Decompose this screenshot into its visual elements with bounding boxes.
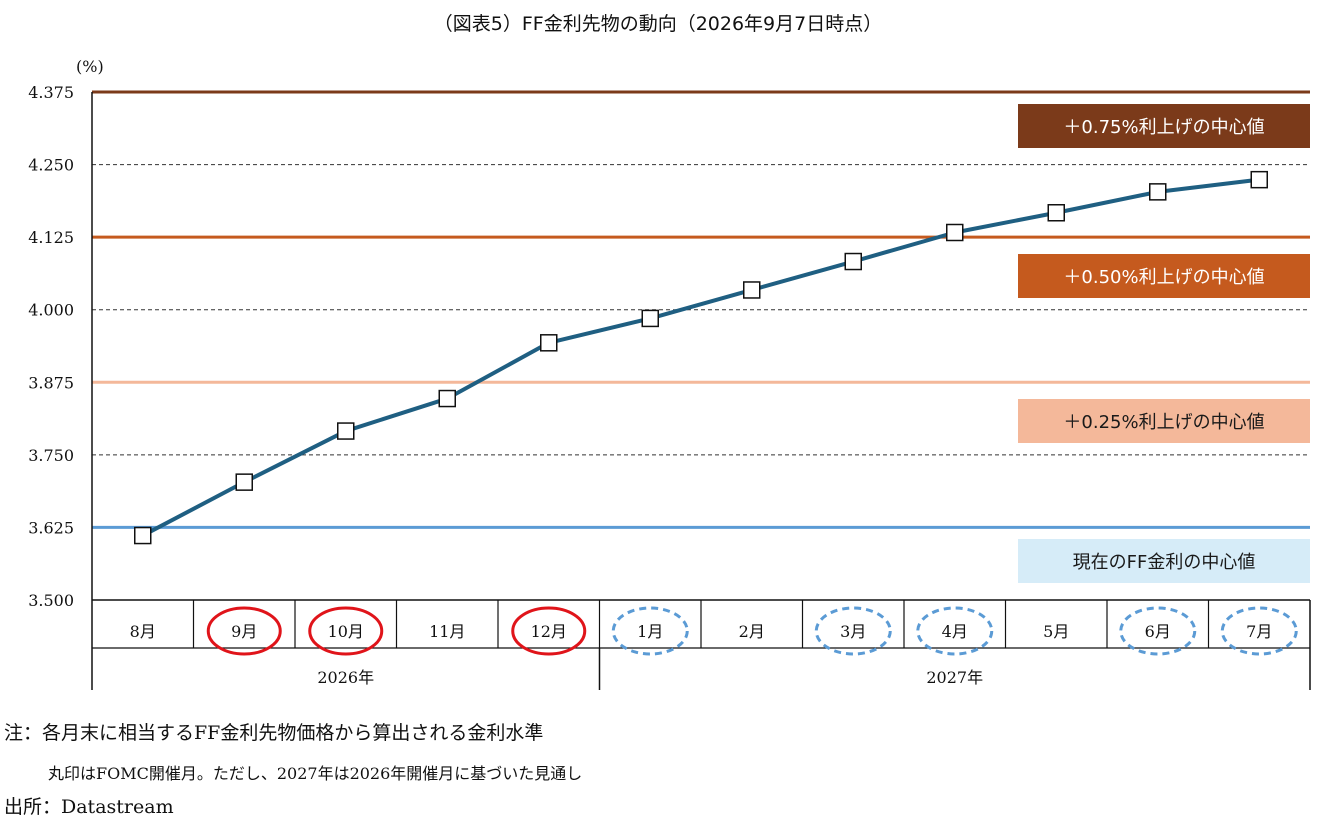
data-point [743, 281, 761, 299]
y-tick-label: 3.750 [28, 446, 74, 465]
reference-label-box [1018, 399, 1310, 443]
y-tick-label: 4.250 [28, 156, 74, 175]
series-line [134, 170, 1268, 545]
data-point [946, 223, 964, 242]
data-point [1047, 204, 1065, 222]
reference-label-box [1018, 539, 1310, 583]
category-label: 7月 [1246, 622, 1272, 641]
category-label: 6月 [1145, 622, 1171, 641]
year-label: 2027年 [926, 668, 983, 687]
reference-labels: ＋0.75%利上げの中心値 ＋0.50%利上げの中心値 ＋0.25%利上げの中心値現… [1018, 104, 1310, 583]
data-point [1250, 170, 1268, 189]
y-tick-label: 4.375 [28, 83, 74, 102]
fomc-circle-dashed [1220, 606, 1298, 656]
chart-title: （図表5）FF金利先物の動向（2026年9月7日時点） [434, 13, 882, 35]
series-polyline [141, 177, 1260, 538]
fomc-circle-solid [308, 606, 384, 656]
y-tick-label: 3.500 [28, 591, 74, 610]
category-label: 5月 [1043, 622, 1069, 641]
fomc-circle-dashed [916, 606, 994, 656]
year-label: 2026年 [317, 668, 374, 687]
category-label: 8月 [130, 622, 156, 641]
y-tick-label: 4.125 [28, 228, 74, 247]
data-point [844, 252, 862, 271]
y-tick-label: 3.625 [28, 518, 74, 537]
category-label: 1月 [637, 622, 663, 641]
y-axis-unit-label: (%) [76, 57, 104, 76]
category-label: 11月 [429, 622, 465, 641]
reference-label-text: ＋0.75%利上げの中心値 [1063, 117, 1264, 138]
gridlines [92, 91, 1310, 528]
y-tick-label: 3.875 [28, 373, 74, 392]
reference-label-box [1018, 104, 1310, 148]
note-source: 出所：Datastream [4, 796, 174, 818]
data-point [1149, 183, 1167, 201]
category-label: 3月 [840, 622, 866, 641]
data-point [235, 473, 253, 491]
category-row: 8月 9月 10月 11月 12月 1月 2月 3月 4月 5月 6月 7月 [130, 600, 1298, 656]
note-fomc-circles: 丸印はFOMC開催月。ただし、2027年は2026年開催月に基づいた見通し [48, 764, 583, 783]
fomc-circle-dashed [814, 606, 892, 656]
fomc-circle-solid [511, 606, 587, 656]
y-tick-labels: 4.375 4.250 4.125 4.000 3.875 3.750 3.625 3.500 [28, 83, 74, 610]
reference-label-text: ＋0.50%利上げの中心値 [1063, 267, 1264, 288]
year-row: 2026年 2027年 [317, 648, 983, 690]
category-label: 9月 [231, 622, 257, 641]
note-definition: 注：各月末に相当するFF金利先物価格から算出される金利水準 [4, 722, 544, 744]
reference-label-box [1018, 254, 1310, 298]
reference-lines [92, 90, 1310, 529]
data-point [134, 526, 152, 545]
fomc-circle-dashed [1119, 606, 1197, 656]
category-label: 4月 [942, 622, 968, 641]
data-point [438, 389, 456, 408]
reference-label-text: 現在のFF金利の中心値 [1073, 552, 1256, 573]
data-point [641, 309, 659, 328]
category-label: 12月 [531, 622, 567, 641]
chart: （図表5）FF金利先物の動向（2026年9月7日時点） (%) ＋0.75%利上… [28, 13, 1311, 690]
fomc-circle-dashed [611, 606, 689, 656]
category-label: 10月 [328, 622, 364, 641]
data-point [337, 422, 355, 440]
category-label: 2月 [739, 622, 765, 641]
y-tick-label: 4.000 [28, 301, 74, 320]
fomc-circle-solid [206, 606, 282, 656]
reference-label-text: ＋0.25%利上げの中心値 [1063, 412, 1264, 433]
data-point [540, 334, 558, 352]
